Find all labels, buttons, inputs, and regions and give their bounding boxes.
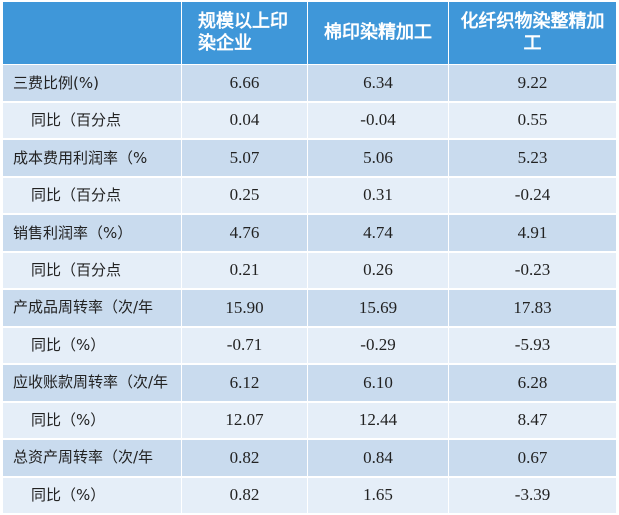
cell-value: -0.23	[448, 251, 617, 290]
cell-value: 0.82	[181, 439, 308, 478]
cell-value: 0.31	[307, 176, 449, 215]
cell-value: 0.21	[181, 251, 308, 290]
cell-value: 0.25	[181, 176, 308, 215]
cell-value: 0.55	[448, 101, 617, 140]
cell-value: 6.34	[307, 64, 449, 103]
cell-value: 0.04	[181, 101, 308, 140]
cell-value: 5.06	[307, 139, 449, 178]
row-label: 同比（%）	[2, 326, 182, 365]
header-cell-metric	[2, 1, 182, 65]
table-row: 同比（%） -0.71 -0.29 -5.93	[2, 326, 617, 365]
header-cell-cotton: 棉印染精加工	[307, 1, 449, 65]
cell-value: -0.04	[307, 101, 449, 140]
cell-value: 0.26	[307, 251, 449, 290]
row-label: 同比（%）	[2, 476, 182, 515]
header-cell-synthetic: 化纤织物染整精加工	[448, 1, 617, 65]
table-body: 三费比例(%) 6.66 6.34 9.22 同比（百分点 0.04 -0.04…	[2, 64, 617, 515]
cell-value: 15.69	[307, 289, 449, 328]
row-label: 销售利润率（%）	[2, 214, 182, 253]
table-row: 销售利润率（%） 4.76 4.74 4.91	[2, 214, 617, 253]
header-row: 规模以上印染企业 棉印染精加工 化纤织物染整精加工	[2, 1, 617, 65]
cell-value: -0.24	[448, 176, 617, 215]
table-row: 同比（百分点 0.04 -0.04 0.55	[2, 101, 617, 140]
header-cell-all-enterprises: 规模以上印染企业	[181, 1, 308, 65]
cell-value: 5.07	[181, 139, 308, 178]
table-row: 同比（百分点 0.25 0.31 -0.24	[2, 176, 617, 215]
cell-value: 6.12	[181, 364, 308, 403]
cell-value: 0.82	[181, 476, 308, 515]
table-row: 总资产周转率（次/年 0.82 0.84 0.67	[2, 439, 617, 478]
cell-value: -0.71	[181, 326, 308, 365]
table-row: 同比（%） 12.07 12.44 8.47	[2, 401, 617, 440]
row-label: 同比（百分点	[2, 101, 182, 140]
row-label: 同比（百分点	[2, 251, 182, 290]
table-row: 成本费用利润率（% 5.07 5.06 5.23	[2, 139, 617, 178]
row-label: 应收账款周转率（次/年	[2, 364, 182, 403]
row-label: 三费比例(%)	[2, 64, 182, 103]
cell-value: -0.29	[307, 326, 449, 365]
table-row: 应收账款周转率（次/年 6.12 6.10 6.28	[2, 364, 617, 403]
cell-value: 0.67	[448, 439, 617, 478]
table-row: 同比（%） 0.82 1.65 -3.39	[2, 476, 617, 515]
row-label: 同比（百分点	[2, 176, 182, 215]
cell-value: 0.84	[307, 439, 449, 478]
cell-value: 6.66	[181, 64, 308, 103]
cell-value: 12.07	[181, 401, 308, 440]
table-row: 三费比例(%) 6.66 6.34 9.22	[2, 64, 617, 103]
row-label: 产成品周转率（次/年	[2, 289, 182, 328]
cell-value: -5.93	[448, 326, 617, 365]
cell-value: 15.90	[181, 289, 308, 328]
cell-value: 8.47	[448, 401, 617, 440]
cell-value: 12.44	[307, 401, 449, 440]
table-row: 产成品周转率（次/年 15.90 15.69 17.83	[2, 289, 617, 328]
cell-value: 6.10	[307, 364, 449, 403]
cell-value: 1.65	[307, 476, 449, 515]
cell-value: -3.39	[448, 476, 617, 515]
cell-value: 4.91	[448, 214, 617, 253]
row-label: 同比（%）	[2, 401, 182, 440]
row-label: 成本费用利润率（%	[2, 139, 182, 178]
row-label: 总资产周转率（次/年	[2, 439, 182, 478]
cell-value: 5.23	[448, 139, 617, 178]
table-header: 规模以上印染企业 棉印染精加工 化纤织物染整精加工	[2, 1, 617, 65]
table-row: 同比（百分点 0.21 0.26 -0.23	[2, 251, 617, 290]
cell-value: 9.22	[448, 64, 617, 103]
cell-value: 4.76	[181, 214, 308, 253]
cell-value: 17.83	[448, 289, 617, 328]
cell-value: 4.74	[307, 214, 449, 253]
cell-value: 6.28	[448, 364, 617, 403]
